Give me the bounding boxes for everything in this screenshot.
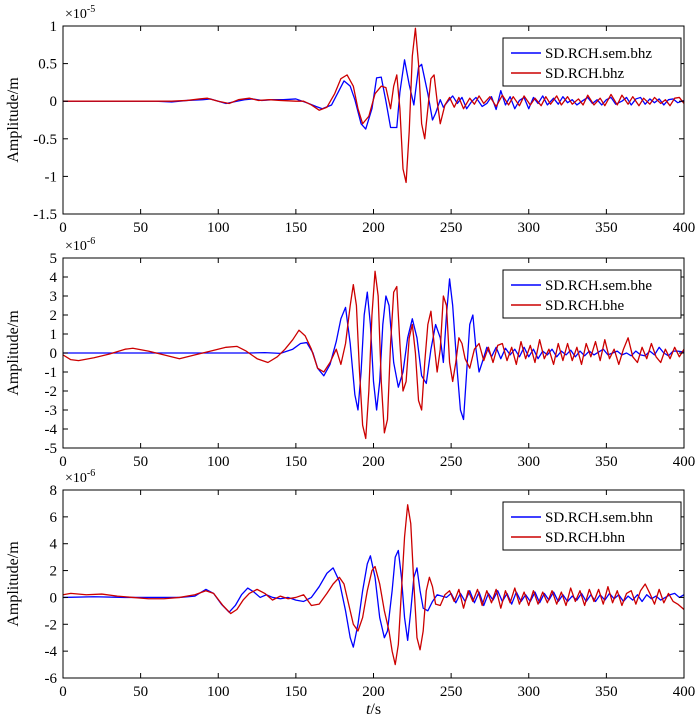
y-tick-label: 4 <box>50 537 58 553</box>
x-tick-label: 200 <box>362 454 385 470</box>
series-line-sd-rch-sem-bhe <box>63 278 684 421</box>
y-tick-label: -2 <box>45 617 58 633</box>
y-tick-label: -4 <box>45 644 58 660</box>
y-tick-label: 8 <box>50 483 58 499</box>
x-tick-label: 350 <box>595 220 618 236</box>
x-tick-label: 400 <box>673 454 696 470</box>
legend-box <box>502 269 682 319</box>
y-axis-label: Amplitude/m <box>5 77 22 163</box>
x-tick-label: 100 <box>207 684 230 700</box>
series-line-sd-rch-bhz <box>63 27 684 184</box>
y-axis-label: Amplitude/m <box>5 310 22 396</box>
series-line-sd-rch-bhe <box>63 270 684 440</box>
x-tick-label: 150 <box>285 454 308 470</box>
x-tick-label: 250 <box>440 684 463 700</box>
legend: SD.RCH.sem.bhz SD.RCH.bhz <box>502 37 682 87</box>
y-exponent-power: -6 <box>87 468 95 479</box>
y-exponent-power: -6 <box>87 236 95 247</box>
y-tick-label: -1.5 <box>33 207 57 223</box>
y-tick-label: 0 <box>50 346 58 362</box>
y-tick-label: 0 <box>50 590 58 606</box>
x-tick-label: 100 <box>207 220 230 236</box>
y-tick-label: 1 <box>50 19 58 35</box>
y-tick-label: 6 <box>50 510 58 526</box>
y-tick-label: 4 <box>50 270 58 286</box>
y-tick-label: 2 <box>50 564 58 580</box>
x-axis-label: t/s <box>366 701 381 718</box>
y-tick-label: 3 <box>50 289 58 305</box>
y-tick-label: -2 <box>45 384 58 400</box>
y-exponent-base: ×10 <box>65 471 87 486</box>
legend-entry-label: SD.RCH.bhz <box>545 66 625 82</box>
legend: SD.RCH.sem.bhe SD.RCH.bhe <box>502 269 682 319</box>
legend-entry-label: SD.RCH.bhn <box>545 530 626 546</box>
y-axis-label: Amplitude/m <box>5 541 22 627</box>
x-tick-label: 400 <box>673 220 696 236</box>
x-tick-label: 300 <box>518 684 541 700</box>
legend-box <box>502 37 682 87</box>
x-tick-label: 350 <box>595 454 618 470</box>
y-exponent-label: ×10-5 <box>65 4 95 22</box>
panel-1: 0 50 100 150 200 250 300 350 400 -1.5 -1 -0.5 0 0.5 1 ×… <box>5 4 695 236</box>
x-tick-label: 250 <box>440 220 463 236</box>
y-tick-label: 0.5 <box>38 57 57 73</box>
y-exponent-base: ×10 <box>65 7 87 22</box>
y-tick-label: -3 <box>45 403 58 419</box>
y-tick-label: 1 <box>50 327 58 343</box>
y-tick-label: 5 <box>50 251 58 267</box>
x-tick-label: 400 <box>673 684 696 700</box>
legend-entry-label: SD.RCH.sem.bhn <box>545 510 653 526</box>
x-tick-label: 50 <box>133 220 148 236</box>
x-tick-label: 300 <box>518 220 541 236</box>
y-tick-label: -1 <box>45 365 58 381</box>
series-line-sd-rch-bhn <box>63 504 684 666</box>
legend-box <box>502 501 682 551</box>
y-tick-label: -5 <box>45 441 58 457</box>
legend: SD.RCH.sem.bhn SD.RCH.bhn <box>502 501 682 551</box>
y-tick-label: -1 <box>45 169 58 185</box>
y-tick-label: -6 <box>45 671 58 687</box>
x-tick-label: 50 <box>133 684 148 700</box>
panel-2: 0 50 100 150 200 250 300 350 400 -5 -4 -3 -2 -1 0 1 2 3 4 5… <box>5 236 695 470</box>
x-tick-label: 0 <box>59 454 67 470</box>
y-tick-label: 2 <box>50 308 58 324</box>
x-tick-label: 0 <box>59 220 67 236</box>
y-exponent-label: ×10-6 <box>65 236 95 254</box>
legend-entry-label: SD.RCH.bhe <box>545 298 625 314</box>
panel-3: 0 50 100 150 200 250 300 350 400-6-4-202468×10-6… <box>5 468 695 718</box>
y-tick-label: 0 <box>50 94 58 110</box>
y-exponent-base: ×10 <box>65 239 87 254</box>
x-tick-label: 250 <box>440 454 463 470</box>
x-tick-label: 350 <box>595 684 618 700</box>
legend-entry-label: SD.RCH.sem.bhz <box>545 46 652 62</box>
y-tick-label: -4 <box>45 422 58 438</box>
y-tick-label: -0.5 <box>33 132 57 148</box>
x-tick-label: 300 <box>518 454 541 470</box>
x-tick-label: 200 <box>362 684 385 700</box>
y-exponent-power: -5 <box>87 4 95 15</box>
x-tick-label: 200 <box>362 220 385 236</box>
y-exponent-label: ×10-6 <box>65 468 95 486</box>
x-axis-label-italic: t <box>366 701 371 718</box>
x-tick-label: 150 <box>285 684 308 700</box>
x-tick-label: 100 <box>207 454 230 470</box>
x-tick-label: 0 <box>59 684 67 700</box>
legend-entry-label: SD.RCH.sem.bhe <box>545 278 652 294</box>
x-tick-label: 150 <box>285 220 308 236</box>
x-tick-label: 50 <box>133 454 148 470</box>
x-axis-label-unit: /s <box>370 701 381 718</box>
